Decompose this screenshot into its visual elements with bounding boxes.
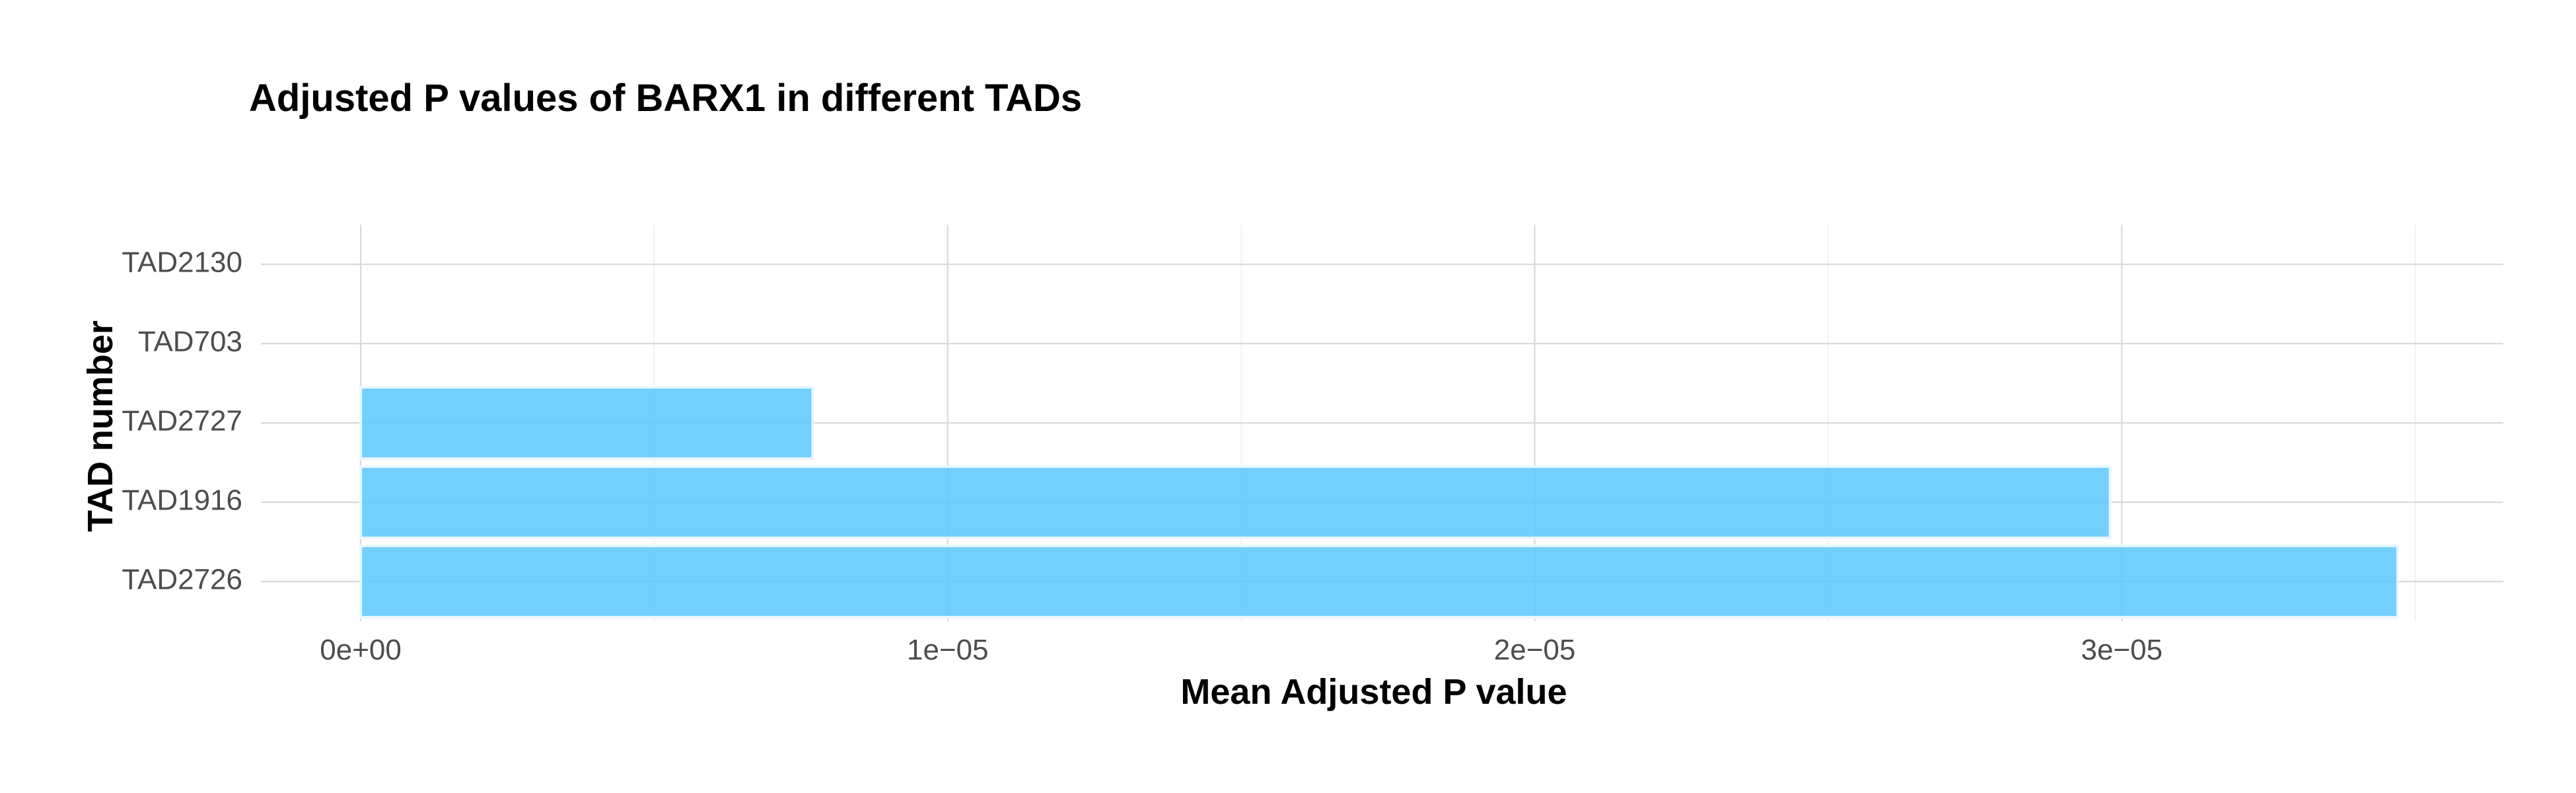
bars (359, 386, 2400, 619)
bar-tad2726 (359, 545, 2400, 619)
y-tick-labels: TAD2726 TAD1916 TAD2727 TAD703 TAD2130 (122, 246, 242, 596)
x-axis-title: Mean Adjusted P value (1180, 672, 1567, 712)
x-tick-label: 3e−05 (2081, 634, 2163, 666)
x-tick-labels: 0e+00 1e−05 2e−05 3e−05 (320, 634, 2163, 666)
x-tick-label: 0e+00 (320, 634, 402, 666)
y-tick-label: TAD2727 (122, 405, 242, 437)
bar-tad1916 (359, 465, 2112, 539)
y-axis-title: TAD number (81, 321, 120, 532)
y-tick-label: TAD1916 (122, 484, 242, 517)
chart-title: Adjusted P values of BARX1 in different … (249, 77, 1082, 120)
x-tick-label: 2e−05 (1494, 634, 1576, 666)
y-tick-label: TAD2130 (122, 246, 242, 279)
bar-tad2727 (359, 386, 814, 460)
y-tick-label: TAD703 (138, 326, 242, 358)
y-tick-label: TAD2726 (122, 564, 242, 596)
x-tick-label: 1e−05 (907, 634, 989, 666)
